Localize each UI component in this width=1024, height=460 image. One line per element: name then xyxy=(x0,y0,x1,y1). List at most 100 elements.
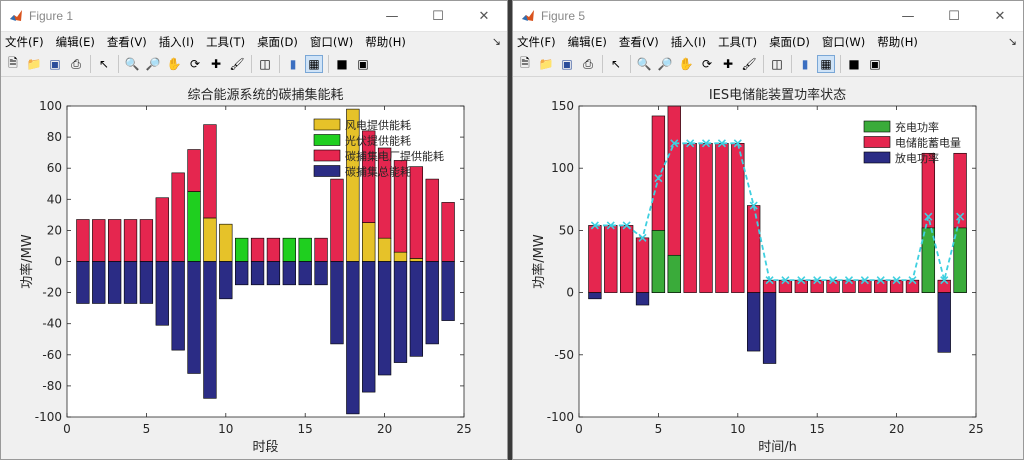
hide-plot-tools-icon[interactable]: ■ xyxy=(848,57,860,71)
chart-1-svg: 0 5 10 15 20 25 -100 -80 -60 -40 -20 0 20 40 60 80 100 综合… xyxy=(19,87,472,455)
y-tick-label: -50 xyxy=(554,348,574,362)
menu-desktop[interactable]: 桌面(D) xyxy=(257,35,298,49)
pan-icon[interactable]: ✋ xyxy=(166,57,182,71)
minimize-icon[interactable]: — xyxy=(385,8,399,24)
bar xyxy=(409,261,424,357)
menu-tools[interactable]: 工具(T) xyxy=(718,35,758,49)
bar xyxy=(588,292,602,300)
line-marker xyxy=(686,139,695,148)
menu-help[interactable]: 帮助(H) xyxy=(877,35,918,49)
line-marker xyxy=(797,276,806,285)
link-icon[interactable]: ◫ xyxy=(771,57,783,71)
open-folder-icon[interactable]: 📁 xyxy=(26,57,42,71)
bar xyxy=(393,251,408,262)
print-icon[interactable]: ⎙ xyxy=(71,56,81,71)
rotate-icon[interactable]: ⟳ xyxy=(189,57,201,71)
bar xyxy=(889,279,904,293)
dock-arrow-icon[interactable]: ↘ xyxy=(1007,35,1017,48)
legend-swatch xyxy=(863,136,891,148)
zoom-in-icon[interactable]: 🔍 xyxy=(124,57,140,71)
zoom-in-icon[interactable]: 🔍 xyxy=(636,57,652,71)
brush-icon[interactable]: 🖌 xyxy=(229,57,245,71)
bar xyxy=(139,261,154,304)
menu-edit[interactable]: 编辑(E) xyxy=(55,35,95,49)
minimize-icon[interactable]: — xyxy=(901,8,915,24)
menu-edit[interactable]: 编辑(E) xyxy=(567,35,607,49)
bar xyxy=(362,261,376,393)
matlab-logo-icon xyxy=(522,10,534,21)
new-file-icon[interactable]: 🗎 xyxy=(520,55,530,70)
menu-file[interactable]: 文件(F) xyxy=(5,35,44,49)
new-file-icon[interactable]: 🗎 xyxy=(8,55,18,70)
brush-icon[interactable]: 🖌 xyxy=(741,57,757,71)
bar xyxy=(250,237,265,262)
hide-plot-tools-icon[interactable]: ■ xyxy=(336,57,348,71)
legend-swatch xyxy=(313,149,341,162)
maximize-icon[interactable]: ☐ xyxy=(432,8,444,24)
bar xyxy=(409,258,424,262)
dock-arrow-icon[interactable]: ↘ xyxy=(491,35,501,48)
menu-view[interactable]: 查看(V) xyxy=(618,35,659,49)
menu-window[interactable]: 窗口(W) xyxy=(309,35,354,49)
legend-label: 充电功率 xyxy=(895,120,939,134)
bar xyxy=(107,261,122,304)
data-cursor-icon[interactable]: ✚ xyxy=(722,57,734,71)
zoom-out-icon[interactable]: 🔎 xyxy=(145,57,161,71)
bar xyxy=(747,205,761,293)
menu-tools[interactable]: 工具(T) xyxy=(206,35,246,49)
colorbar-icon[interactable]: ▮ xyxy=(801,57,809,71)
y-tick-label: -60 xyxy=(42,348,62,362)
bar xyxy=(203,124,217,219)
bar xyxy=(92,219,106,262)
bar xyxy=(123,219,138,262)
show-plot-tools-icon[interactable]: ▣ xyxy=(869,57,881,71)
menu-insert[interactable]: 插入(I) xyxy=(670,35,707,49)
link-icon[interactable]: ◫ xyxy=(259,57,271,71)
bar xyxy=(298,237,312,262)
bar xyxy=(187,149,201,192)
maximize-icon[interactable]: ☐ xyxy=(948,8,960,24)
bar xyxy=(362,222,376,262)
close-icon[interactable]: ✕ xyxy=(994,8,1006,24)
pan-icon[interactable]: ✋ xyxy=(678,57,694,71)
bar xyxy=(393,160,408,253)
menu-view[interactable]: 查看(V) xyxy=(106,35,147,49)
menu-insert[interactable]: 插入(I) xyxy=(158,35,195,49)
rotate-icon[interactable]: ⟳ xyxy=(701,57,713,71)
menu-desktop[interactable]: 桌面(D) xyxy=(769,35,810,49)
line-marker xyxy=(670,139,679,148)
show-plot-tools-icon[interactable]: ▣ xyxy=(357,57,369,71)
open-folder-icon[interactable]: 📁 xyxy=(538,57,554,71)
title-bar: Figure 5 — ☐ ✕ xyxy=(513,1,1023,32)
legend-icon[interactable]: ▦ xyxy=(817,55,835,73)
menu-file[interactable]: 文件(F) xyxy=(517,35,556,49)
legend-label: 碳捕集总能耗 xyxy=(345,165,411,179)
save-icon[interactable]: ▣ xyxy=(49,57,61,71)
bar xyxy=(282,261,296,286)
legend-swatch xyxy=(863,120,891,133)
close-icon[interactable]: ✕ xyxy=(478,8,490,24)
x-axis-label: 时段 xyxy=(252,440,278,455)
save-icon[interactable]: ▣ xyxy=(561,57,573,71)
bar xyxy=(905,279,920,293)
pointer-icon[interactable]: ↖ xyxy=(98,57,110,71)
legend-icon[interactable]: ▦ xyxy=(305,55,323,73)
legend-swatch xyxy=(313,134,341,146)
line-marker xyxy=(606,221,615,230)
zoom-out-icon[interactable]: 🔎 xyxy=(657,57,673,71)
chart-title: 综合能源系统的碳捕集能耗 xyxy=(187,87,343,103)
menu-window[interactable]: 窗口(W) xyxy=(821,35,866,49)
line-marker xyxy=(956,212,965,221)
bar xyxy=(425,261,439,345)
y-tick-label: 20 xyxy=(47,223,62,237)
y-tick-label: -100 xyxy=(547,410,574,424)
bar xyxy=(330,178,344,262)
bar xyxy=(330,261,344,345)
data-cursor-icon[interactable]: ✚ xyxy=(210,57,222,71)
print-icon[interactable]: ⎙ xyxy=(583,56,593,71)
figure-window-2: Figure 5 — ☐ ✕ 文件(F) 编辑(E) 查看(V) 插入(I) 工… xyxy=(512,0,1024,460)
bar xyxy=(619,225,634,293)
pointer-icon[interactable]: ↖ xyxy=(610,57,622,71)
colorbar-icon[interactable]: ▮ xyxy=(289,57,297,71)
menu-help[interactable]: 帮助(H) xyxy=(365,35,406,49)
